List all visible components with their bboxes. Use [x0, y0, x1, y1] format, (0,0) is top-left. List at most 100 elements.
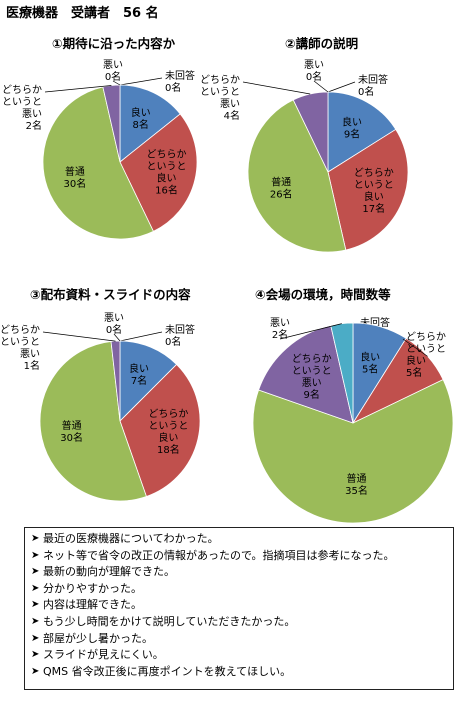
comment-text: 分かりやすかった。 — [43, 581, 142, 595]
slice-label: どちらか — [148, 408, 188, 420]
comment-item: ➤ 最近の医療機器についてわかった。 — [31, 531, 447, 548]
slice-label: 30名 — [60, 431, 83, 444]
slice-label: 未回答 — [358, 73, 388, 86]
slice-label: というと — [148, 420, 188, 432]
comments-box: ➤ 最近の医療機器についてわかった。 ➤ ネット等で省令の改正の情報があったので。指… — [24, 527, 454, 690]
slice-label: 未回答 — [165, 69, 195, 82]
slice-label: というと — [2, 96, 42, 108]
slice-label: 良い — [158, 431, 178, 444]
slice-label: 16名 — [155, 184, 178, 197]
comment-text: スライドが見えにくい。 — [43, 648, 164, 662]
slice-label: 良い — [342, 116, 362, 129]
slice-label: どちらか — [147, 149, 187, 161]
comment-text: 部屋が少し暑かった。 — [43, 631, 153, 645]
arrow-bullet-icon: ➤ — [31, 615, 40, 627]
arrow-bullet-icon: ➤ — [31, 649, 40, 661]
slice-label: 普通 — [65, 165, 85, 178]
chart-title-1: ①期待に沿った内容か — [52, 36, 176, 51]
slice-label: 0名 — [306, 70, 322, 83]
arrow-bullet-icon: ➤ — [31, 533, 40, 544]
leader-line — [279, 323, 342, 340]
slice-label: 0名 — [165, 81, 181, 94]
comment-item: ➤ QMS 省令改正後に再度ポイントを教えてほしい。 — [31, 664, 447, 681]
slice-label: 良い — [364, 190, 384, 203]
comment-item: ➤ ネット等で省令の改正の情報があったので。指摘項目は参考になった。 — [31, 548, 447, 565]
slice-label: 良い — [406, 354, 426, 367]
chart-title-4: ④会場の環境，時間数等 — [255, 287, 391, 302]
slice-label: というと — [147, 161, 187, 173]
slice-label: 8名 — [133, 118, 149, 131]
pie-slice — [119, 340, 178, 422]
leader-line — [42, 331, 116, 342]
comment-text: 最近の医療機器についてわかった。 — [43, 532, 219, 545]
slice-label: 2名 — [272, 328, 288, 341]
leader-line — [119, 77, 163, 86]
arrow-bullet-icon: ➤ — [31, 549, 40, 561]
pie-slice — [252, 379, 454, 524]
slice-label: というと — [200, 86, 240, 98]
page-header: 医療機器 受講者 56 名 — [6, 6, 159, 21]
slice-label: 良い — [131, 106, 151, 119]
slice-label: どちらか — [0, 324, 40, 336]
comment-text: ネット等で省令の改正の情報があったので。指摘項目は参考になった。 — [43, 548, 395, 562]
chart-title-2: ②講師の説明 — [285, 36, 359, 51]
pie-slice — [327, 128, 409, 251]
arrow-bullet-icon: ➤ — [31, 599, 40, 611]
pie-charts: 未回答0名良い8名どちらかというと良い16名普通30名どちらかというと悪い2名悪… — [0, 59, 454, 524]
slice-label: どちらか — [354, 167, 394, 179]
slice-label: 悪い — [20, 348, 40, 360]
slice-label: というと — [292, 365, 332, 377]
slice-label: 7名 — [131, 374, 147, 387]
slice-label: どちらか — [292, 353, 332, 365]
comment-item: ➤ 部屋が少し暑かった。 — [31, 631, 447, 648]
leader-line — [112, 80, 121, 86]
pie-slice — [119, 363, 201, 498]
slice-label: 悪い — [22, 108, 42, 120]
pie-slice — [119, 84, 181, 163]
slice-label: 0名 — [105, 70, 121, 83]
arrow-bullet-icon: ➤ — [31, 665, 40, 677]
comment-text: もう少し時間をかけて説明していただきたかった。 — [43, 614, 296, 628]
pie-slice — [327, 91, 397, 173]
comment-item: ➤ 内容は理解できた。 — [31, 597, 447, 614]
slice-label: 良い — [360, 350, 380, 363]
slice-label: というと — [354, 179, 394, 191]
pie-slice — [258, 325, 354, 424]
chart-title-3: ③配布資料・スライドの内容 — [30, 287, 191, 302]
pie-slice — [119, 113, 198, 232]
slice-label: 悪い — [270, 317, 290, 329]
arrow-bullet-icon: ➤ — [31, 566, 40, 578]
slice-label: 普通 — [271, 175, 291, 188]
slice-label: 5名 — [362, 362, 378, 375]
comment-item: ➤ もう少し時間をかけて説明していただきたかった。 — [31, 614, 447, 631]
leader-line — [119, 331, 163, 342]
comment-text: 最新の動向が理解できた。 — [43, 565, 175, 579]
leader-line — [242, 81, 311, 95]
comment-text: QMS 省令改正後に再度ポイントを教えてほしい。 — [43, 664, 292, 678]
pie-slice — [247, 99, 347, 253]
leader-line — [44, 85, 112, 93]
slice-label: 未回答 — [165, 323, 195, 336]
slice-label: 普通 — [62, 419, 82, 432]
slice-label: というと — [0, 336, 40, 348]
slice-label: 悪い — [103, 59, 123, 71]
arrow-bullet-icon: ➤ — [31, 582, 40, 594]
slice-label: 35名 — [345, 484, 368, 497]
leader-line — [402, 338, 428, 357]
slice-label: 9名 — [304, 388, 320, 401]
leader-line — [327, 81, 356, 93]
slice-label: 26名 — [270, 187, 293, 200]
slice-label: 18名 — [157, 443, 180, 456]
slice-label: 1名 — [24, 359, 40, 372]
leader-line — [313, 80, 329, 93]
pie-slice — [42, 86, 154, 240]
slice-label: 悪い — [104, 312, 124, 324]
comment-item: ➤ 最新の動向が理解できた。 — [31, 564, 447, 581]
slice-label: 17名 — [362, 202, 385, 215]
slice-label: どちらか — [200, 74, 240, 86]
arrow-bullet-icon: ➤ — [31, 632, 40, 644]
slice-label: 4名 — [224, 109, 240, 122]
slice-label: 9名 — [344, 128, 360, 141]
slice-label: 悪い — [302, 377, 322, 389]
slice-label: どちらか — [406, 331, 446, 343]
